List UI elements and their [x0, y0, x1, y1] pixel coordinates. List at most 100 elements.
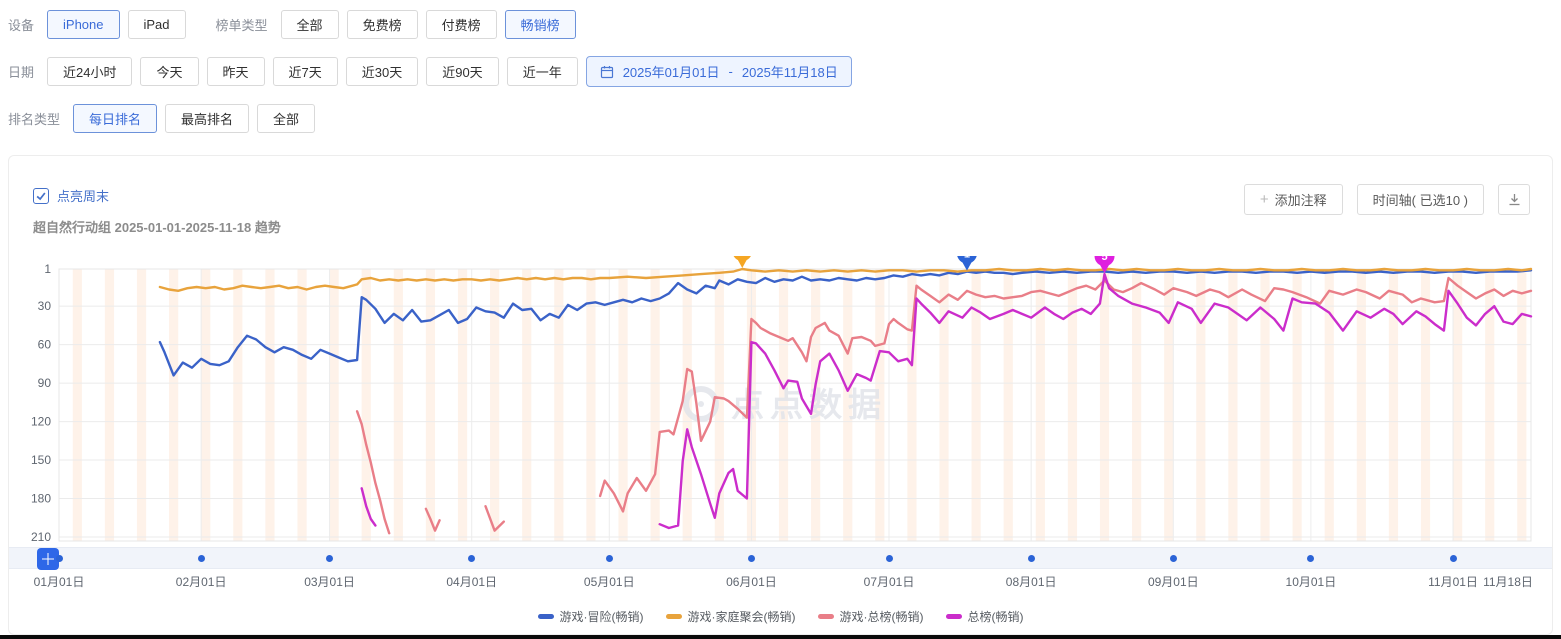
add-annotation-button[interactable]: + 添加注释: [1243, 184, 1343, 215]
weekend-stripe: [1228, 269, 1238, 541]
weekend-stripe: [329, 269, 339, 541]
weekend-stripe: [971, 269, 981, 541]
legend-item[interactable]: 游戏·冒险(畅销): [537, 608, 644, 625]
legend-item[interactable]: 游戏·家庭聚会(畅销): [665, 608, 796, 625]
filter-option[interactable]: 每日排名: [73, 104, 158, 133]
weekend-stripe: [875, 269, 885, 541]
weekend-stripe: [1420, 269, 1431, 541]
x-tick-label: 02月01日: [175, 575, 227, 589]
download-button[interactable]: [1498, 184, 1530, 215]
weekend-checkbox[interactable]: [33, 187, 49, 204]
timeline-dot[interactable]: [1169, 555, 1177, 562]
weekend-stripe: [490, 269, 500, 541]
check-icon: [36, 191, 46, 200]
chart-type-options: 全部 免费榜 付费榜 畅销榜: [280, 10, 576, 39]
filter-option[interactable]: 近一年: [506, 57, 578, 86]
chart-legend: 游戏·冒险(畅销) 游戏·家庭聚会(畅销) 游戏·总榜(畅销) 总榜(畅销): [9, 608, 1552, 625]
series-line: [158, 269, 1533, 377]
weekend-stripe: [586, 269, 596, 541]
weekend-stripe: [361, 269, 371, 541]
timeline-dot[interactable]: [747, 555, 755, 562]
timeline-band[interactable]: [9, 547, 1552, 570]
filter-option[interactable]: 全部: [257, 104, 316, 133]
weekend-stripe: [265, 269, 275, 541]
timeline-dot[interactable]: [197, 555, 205, 562]
legend-swatch: [945, 614, 962, 619]
weekend-toggle[interactable]: 点亮周末: [33, 186, 109, 205]
series-line: [158, 267, 1533, 292]
device-label: 设备: [8, 18, 35, 33]
weekend-stripe: [297, 269, 307, 541]
timeline-button[interactable]: 时间轴( 已选10 ): [1356, 184, 1484, 215]
x-tick-label: 11月01日: [1428, 575, 1478, 589]
weekend-stripe: [169, 269, 179, 541]
chart-title: 超自然行动组 2025-01-01-2025-11-18 趋势: [33, 220, 281, 235]
weekend-stripe: [201, 269, 211, 541]
weekend-toggle-label: 点亮周末: [57, 189, 110, 204]
weekend-stripe: [1324, 269, 1334, 541]
filter-option[interactable]: 免费榜: [346, 10, 418, 39]
plus-icon: +: [1259, 191, 1269, 208]
timeline-dot[interactable]: [326, 555, 334, 562]
series-line: [424, 507, 441, 532]
legend-label: 游戏·总榜(畅销): [839, 610, 924, 624]
filter-option[interactable]: iPhone: [47, 10, 120, 39]
timeline-dot[interactable]: [885, 555, 893, 562]
y-tick-label: 90: [38, 376, 52, 390]
filter-option[interactable]: 今天: [140, 57, 199, 86]
weekend-stripe: [618, 269, 628, 541]
filter-option[interactable]: 近7天: [272, 57, 338, 86]
timeline-dot[interactable]: [468, 555, 476, 562]
weekend-stripe: [457, 269, 468, 541]
filter-option[interactable]: 畅销榜: [504, 10, 576, 39]
filter-row-date: 日期 近24小时 今天 昨天 近7天 近30天 近90天 近一年 2025年01月01日 -…: [8, 56, 1561, 87]
x-axis-labels: 01月01日 02月01日 03月01日 04月01日 05月01日 06月01日 07月0…: [9, 573, 1552, 589]
filter-option[interactable]: 全部: [280, 10, 339, 39]
trend-chart: 1 30 60 90 120 150 180 210 点点数据 1 1 5: [31, 256, 1533, 544]
weekend-stripe: [714, 269, 724, 541]
weekend-stripe: [72, 269, 82, 541]
timeline-dot[interactable]: [1027, 555, 1035, 562]
weekend-stripe: [425, 269, 436, 541]
weekend-stripe: [104, 269, 115, 541]
legend-item[interactable]: 总榜(畅销): [945, 608, 1024, 625]
filter-option[interactable]: iPad: [127, 10, 186, 39]
filter-option[interactable]: 近90天: [426, 57, 499, 86]
weekend-stripe: [1485, 269, 1495, 541]
series-line: [360, 487, 377, 527]
weekend-stripe: [233, 269, 243, 541]
timeline-handle[interactable]: [37, 548, 59, 570]
timeline-dot[interactable]: [1449, 555, 1457, 562]
x-tick-label: 01月01日: [33, 575, 85, 589]
timeline-dot[interactable]: [55, 555, 63, 562]
legend-item[interactable]: 游戏·总榜(畅销): [817, 608, 924, 625]
x-tick-label: 04月01日: [446, 575, 498, 589]
chart-panel: 点亮周末 超自然行动组 2025-01-01-2025-11-18 趋势 + 添…: [8, 155, 1553, 635]
y-tick-label: 180: [31, 492, 51, 506]
annotation-label: 5: [1101, 256, 1107, 263]
weekend-stripe: [1099, 269, 1110, 541]
weekend-stripe: [1517, 269, 1527, 541]
weekend-stripe: [1132, 269, 1142, 541]
bottom-edge-bar: [0, 635, 1561, 639]
legend-label: 总榜(畅销): [967, 610, 1024, 624]
weekend-stripe: [1196, 269, 1206, 541]
timeline-dot[interactable]: [1307, 555, 1315, 562]
x-tick-label: 08月01日: [1005, 575, 1057, 589]
date-range-picker[interactable]: 2025年01月01日 - 2025年11月18日: [585, 56, 852, 87]
legend-label: 游戏·家庭聚会(畅销): [687, 610, 796, 624]
weekend-stripe: [136, 269, 147, 541]
date-range-separator: -: [728, 64, 733, 79]
timeline-dot[interactable]: [605, 555, 613, 562]
y-tick-label: 210: [31, 530, 51, 544]
annotation-pin: 1: [957, 256, 977, 271]
rank-type-options: 每日排名 最高排名 全部: [73, 104, 316, 133]
filter-option[interactable]: 近30天: [345, 57, 419, 86]
filter-option[interactable]: 昨天: [206, 57, 265, 86]
calendar-icon: [600, 65, 613, 78]
filter-option[interactable]: 近24小时: [47, 57, 133, 86]
filter-option[interactable]: 最高排名: [165, 104, 250, 133]
panel-actions: + 添加注释 时间轴( 已选10 ): [1243, 184, 1530, 215]
filter-option[interactable]: 付费榜: [425, 10, 497, 39]
